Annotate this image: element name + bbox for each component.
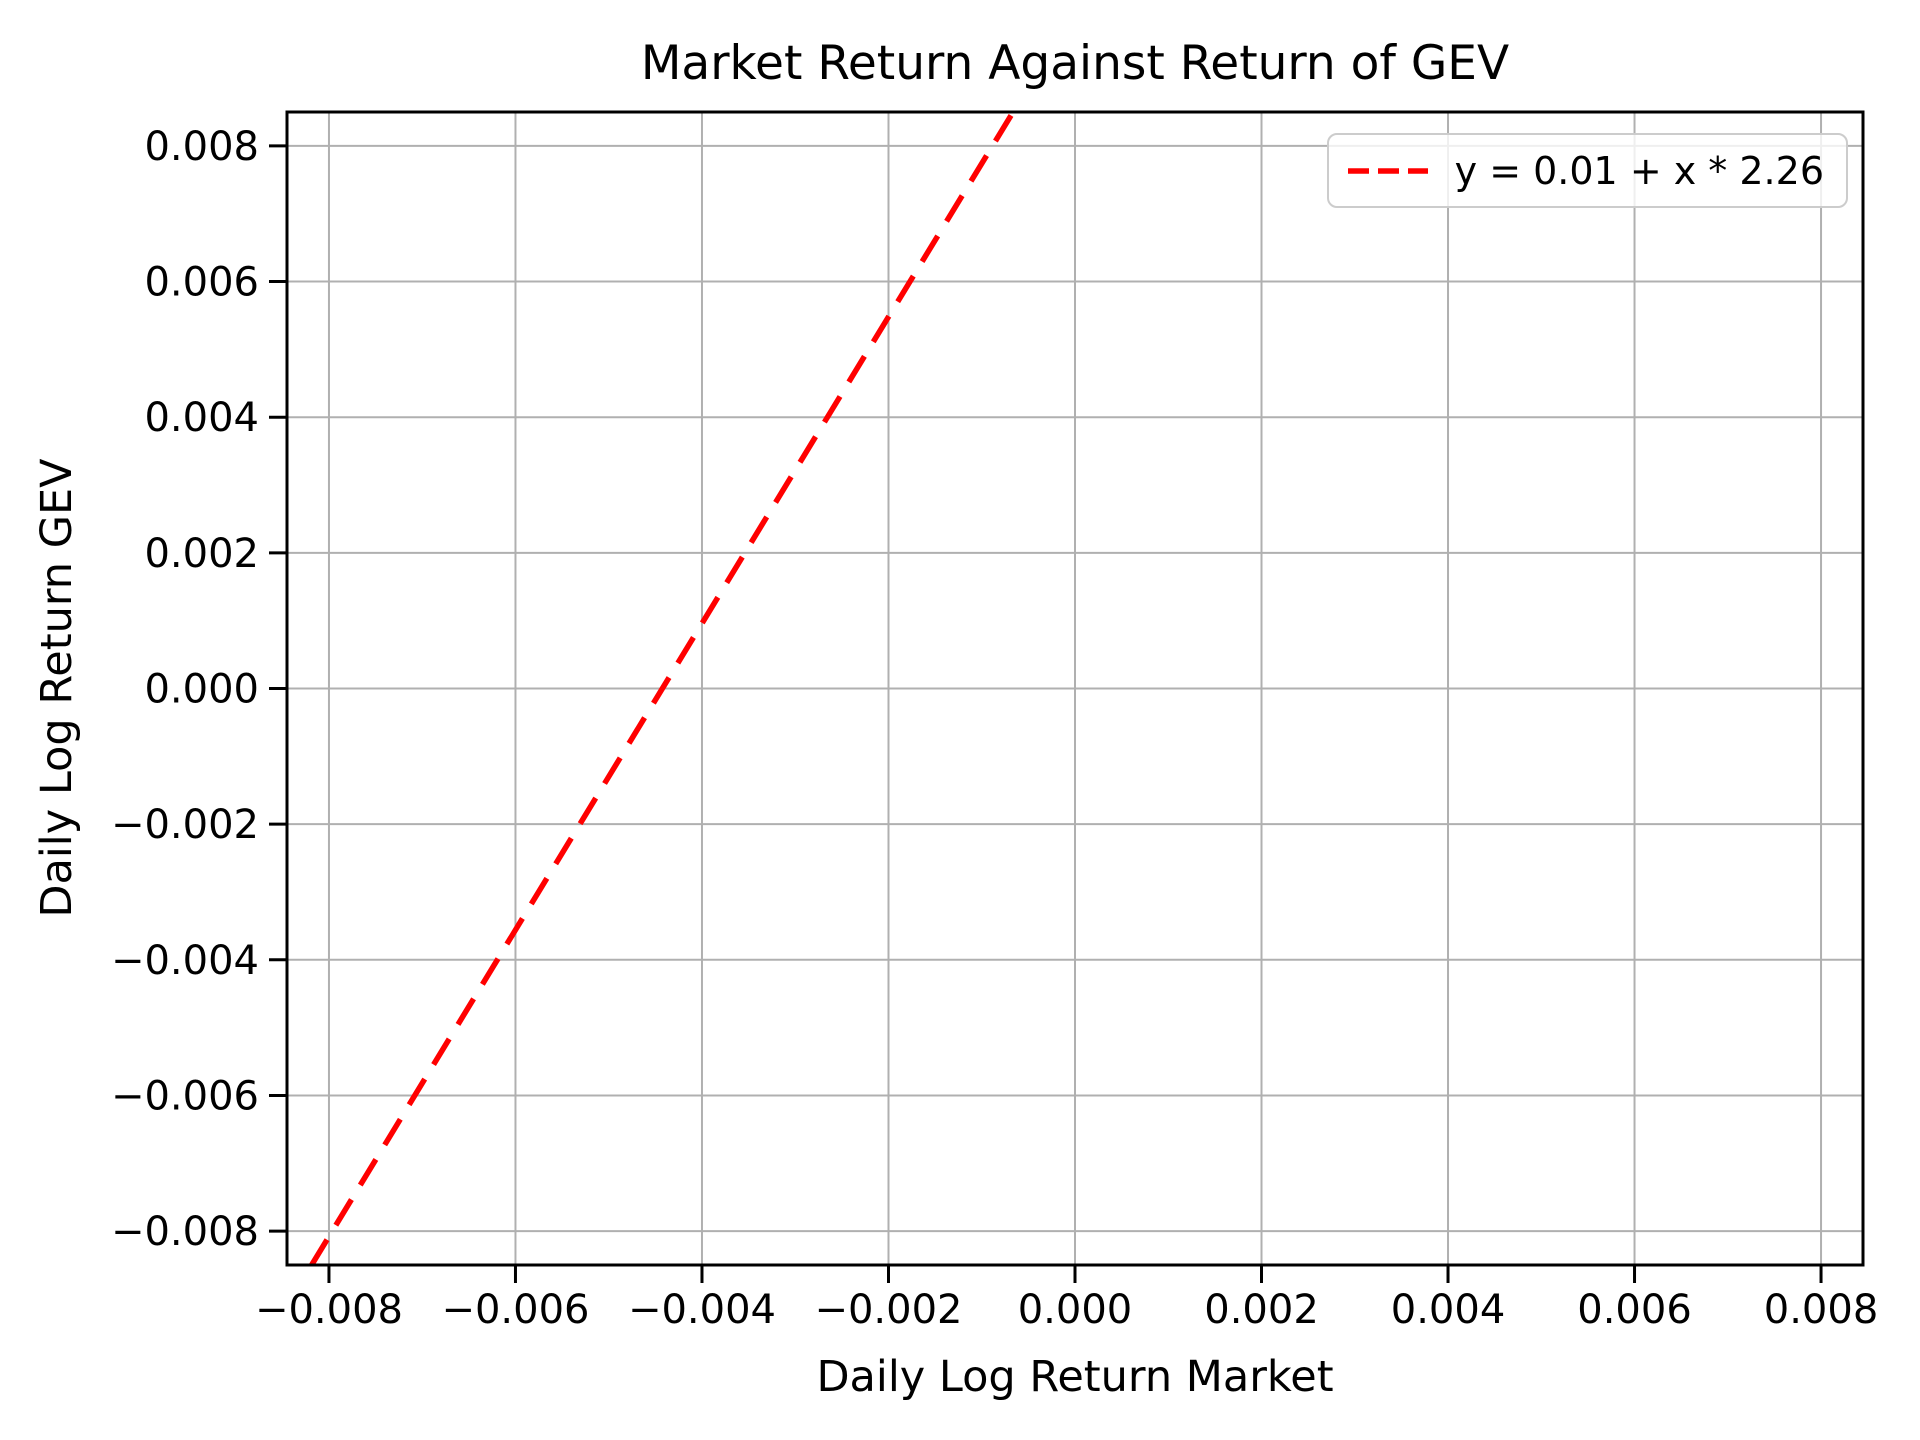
x-tick-label: 0.006	[1577, 1287, 1692, 1333]
x-tick-label: −0.004	[628, 1287, 776, 1333]
x-axis-label: Daily Log Return Market	[816, 1352, 1334, 1402]
y-tick-label: 0.000	[144, 667, 259, 713]
y-tick-label: 0.004	[144, 395, 259, 441]
y-tick-label: −0.002	[111, 802, 259, 848]
y-tick-label: 0.008	[144, 124, 259, 170]
x-tick-label: −0.002	[814, 1287, 962, 1333]
x-tick-label: 0.004	[1391, 1287, 1506, 1333]
y-tick-label: 0.006	[144, 260, 259, 306]
x-tick-label: −0.008	[255, 1287, 403, 1333]
y-tick-label: −0.006	[111, 1073, 259, 1119]
x-tick-label: 0.008	[1764, 1287, 1879, 1333]
legend-line-sample-icon	[1347, 167, 1428, 174]
y-tick-label: −0.008	[111, 1209, 259, 1255]
legend-label: y = 0.01 + x * 2.26	[1454, 148, 1824, 193]
y-tick-label: −0.004	[111, 938, 259, 984]
x-tick-label: 0.000	[1018, 1287, 1133, 1333]
chart-title: Market Return Against Return of GEV	[640, 36, 1510, 91]
y-tick-label: 0.002	[144, 531, 259, 577]
x-tick-label: 0.002	[1204, 1287, 1319, 1333]
x-tick-label: −0.006	[441, 1287, 589, 1333]
legend: y = 0.01 + x * 2.26	[1326, 133, 1848, 208]
